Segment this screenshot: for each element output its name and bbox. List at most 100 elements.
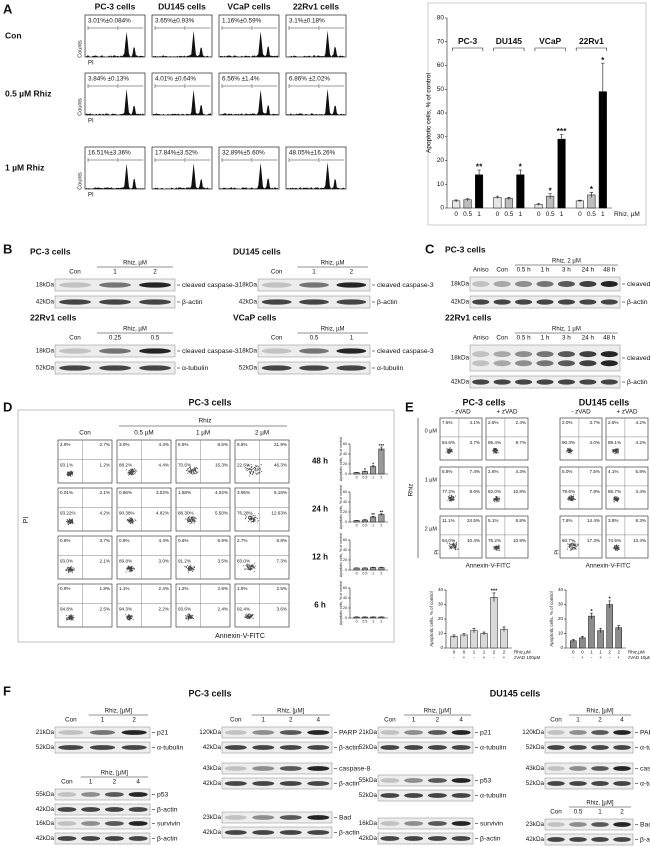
lane-label: Con <box>69 269 81 276</box>
lane-label: 0.5 h <box>517 267 532 274</box>
significance: * <box>372 461 374 466</box>
quadrant-percent: 77.2% <box>442 489 455 494</box>
band <box>536 360 554 367</box>
x-sublabel: + <box>463 655 466 660</box>
y-tick-label: 10 <box>437 181 445 188</box>
x-tick-label: 0.5 <box>362 524 367 528</box>
kda-label: 42kDa <box>36 299 55 306</box>
x-sublabel: - <box>493 655 495 660</box>
lane-label: 3 h <box>562 335 571 342</box>
quadrant-percent: 93.6% <box>178 607 191 612</box>
x-sublabel: + <box>503 655 506 660</box>
column-title: 22Rv1 cells <box>293 1 340 11</box>
error-bar <box>601 62 605 121</box>
kda-label: 52kDa <box>239 365 258 372</box>
quadrant-percent: 2.4% <box>516 420 526 425</box>
gate <box>87 26 144 30</box>
band <box>427 778 447 783</box>
dots <box>66 614 75 621</box>
treatment-label: Rhiz, [µM] <box>586 801 613 807</box>
apoptosis-percent: 32.89%±5.60% <box>222 150 265 157</box>
y-tick-label: 20 <box>343 510 347 514</box>
quadrant-percent: 89.8% <box>119 559 132 564</box>
quadrant-percent: 1.58% <box>178 490 191 495</box>
flow-dotplot-frame <box>485 466 529 510</box>
y-tick-label: 70 <box>437 38 445 45</box>
quadrant-percent: 94.3% <box>119 607 132 612</box>
gate <box>221 158 278 162</box>
lane-label: 1 <box>576 717 580 724</box>
kda-label: 120kDa <box>199 729 221 736</box>
error-bar <box>492 592 496 602</box>
dots <box>446 540 459 551</box>
quadrant-percent: 3.8% <box>608 518 618 523</box>
kda-label: 18kDa <box>239 282 258 289</box>
quadrant-percent: 2.4% <box>218 607 228 612</box>
lane-label: Con <box>384 717 396 724</box>
protein-label: cleaved caspase-3 <box>182 348 239 355</box>
band <box>404 821 424 826</box>
blot-strip <box>221 726 333 739</box>
protein-label: α-tubulin <box>157 744 183 751</box>
band <box>299 299 329 305</box>
error-bar <box>518 169 523 180</box>
flow-dotplot-frame <box>175 535 231 580</box>
band <box>493 281 511 287</box>
flow-dotplot-frame <box>234 439 290 484</box>
band <box>104 821 124 826</box>
y-tick-label: 60 <box>343 586 347 590</box>
x-tick-label: 0 <box>356 524 358 528</box>
quadrant-percent: 6.9% <box>218 538 228 543</box>
lane-label: 1 <box>113 269 117 276</box>
apoptosis-percent: 3.1%±0.18% <box>289 18 325 25</box>
error-bar <box>355 519 358 521</box>
x-tick-label: 0.5 <box>362 572 367 576</box>
band <box>89 730 116 735</box>
x-axis-label: Rhiz,µM <box>514 650 531 655</box>
flow-dotplot-frame <box>605 466 649 510</box>
significance: ** <box>380 509 384 514</box>
significance: *** <box>557 126 568 136</box>
quadrant-percent: 4.3% <box>516 469 526 474</box>
quadrant-percent: 2.5% <box>100 607 110 612</box>
protein-label: PARP <box>339 729 357 736</box>
x-sublabel: - <box>609 655 611 660</box>
apoptosis-percent: 6.86% ±2.02% <box>289 76 330 83</box>
band <box>380 821 400 826</box>
band <box>307 815 330 820</box>
protein-label: β-actin <box>339 744 360 751</box>
dots <box>244 464 263 477</box>
treatment-label: Rhiz, µM <box>321 327 345 333</box>
error-bar <box>536 203 541 206</box>
band <box>515 351 533 358</box>
band <box>569 766 587 771</box>
dots <box>612 544 620 552</box>
x-tick-label: 0.5 <box>504 211 513 218</box>
error-bar <box>371 566 375 568</box>
band <box>128 821 148 826</box>
band <box>579 299 597 305</box>
x-axis-label: Rhiz, µM <box>614 211 640 218</box>
dots <box>126 468 138 476</box>
quadrant-percent: 90.3% <box>562 440 575 445</box>
quadrant-percent: 7.3% <box>277 559 287 564</box>
lane-label: 2 <box>436 717 440 724</box>
quadrant-percent: 88.30% <box>178 511 194 516</box>
band <box>536 379 554 385</box>
band <box>58 730 84 735</box>
y-tick-label: 0 <box>345 472 347 476</box>
kda-label: 18kDa <box>451 281 470 288</box>
axis-label: Counts <box>77 172 83 190</box>
band <box>600 379 618 385</box>
flow-dotplot-frame <box>175 439 231 484</box>
error-bar <box>371 465 375 468</box>
x-sublabel: - <box>591 655 593 660</box>
quadrant-percent: 3.6% <box>277 607 287 612</box>
quadrant-percent: 7.5% <box>590 469 600 474</box>
gate <box>288 26 345 30</box>
protein-label: β-actin <box>640 836 650 843</box>
error-bar <box>477 169 481 180</box>
kda-label: 52kDa <box>36 365 55 372</box>
protein-label: α-tubulin <box>480 792 506 799</box>
